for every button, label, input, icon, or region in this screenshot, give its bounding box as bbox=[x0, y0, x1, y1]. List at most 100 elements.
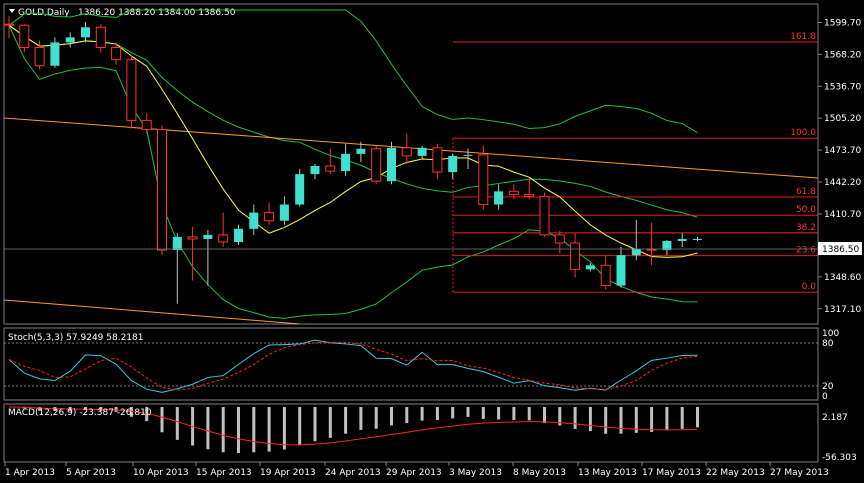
candle-body-bull bbox=[387, 147, 396, 182]
stoch-label: Stoch(5,3,3) 57.9249 58.2181 bbox=[8, 333, 143, 343]
price-tick-label: 1599.70 bbox=[824, 18, 861, 28]
candle-body-bull bbox=[494, 191, 504, 205]
candle-body-bull bbox=[295, 174, 305, 205]
ma-line bbox=[8, 24, 698, 258]
candle-body-bull bbox=[662, 240, 672, 251]
candle-body-bear bbox=[508, 190, 519, 195]
time-tick-label: 19 Apr 2013 bbox=[260, 468, 316, 478]
fib-level-label: 0.0 bbox=[802, 282, 817, 292]
stoch-panel-border bbox=[3, 327, 819, 401]
time-tick-label: 5 Apr 2013 bbox=[66, 468, 116, 478]
candle-body-bull bbox=[356, 148, 366, 154]
candle-body-bear bbox=[34, 46, 45, 67]
candle-body-bear bbox=[264, 212, 275, 222]
candle-body-bull bbox=[279, 204, 289, 221]
candle-body-bear bbox=[111, 46, 122, 61]
candle-body-bear bbox=[141, 119, 152, 131]
fib-level-label: 61.8 bbox=[796, 187, 816, 197]
candle-body-bear bbox=[554, 234, 565, 244]
symbol-label: GOLD,Daily bbox=[18, 8, 70, 18]
candle-body-bull bbox=[310, 166, 320, 175]
time-tick-label: 13 May 2013 bbox=[578, 468, 637, 478]
time-axis: 1 Apr 2013 5 Apr 2013 10 Apr 2013 15 Apr 20… bbox=[4, 462, 829, 478]
bollinger-upper bbox=[8, 9, 698, 134]
price-tick-label: 1410.70 bbox=[824, 210, 861, 220]
candle-body-bear bbox=[325, 165, 336, 172]
time-tick-label: 22 May 2013 bbox=[706, 468, 765, 478]
time-tick-label: 24 Apr 2013 bbox=[325, 468, 381, 478]
candle-body-bull bbox=[234, 228, 243, 242]
time-tick-label: 10 Apr 2013 bbox=[133, 468, 189, 478]
time-tick-label: 3 May 2013 bbox=[449, 468, 502, 478]
stoch-tick-20: 20 bbox=[822, 382, 834, 392]
bollinger-lower bbox=[8, 24, 698, 319]
fib-level-label: 38.2 bbox=[796, 223, 816, 233]
candle-body-bull bbox=[50, 42, 60, 66]
time-tick-label: 8 May 2013 bbox=[513, 468, 566, 478]
candle-body-bear bbox=[524, 193, 535, 197]
candle-body-bull bbox=[203, 234, 213, 239]
candle-body-bear bbox=[19, 24, 30, 48]
macd-histogram bbox=[8, 406, 699, 454]
candle-body-bull bbox=[65, 37, 75, 43]
macd-signal-line bbox=[8, 406, 698, 446]
macd-label: MACD(12,26,9) -23.387 -26.810 bbox=[8, 408, 152, 418]
fib-level-label: 100.0 bbox=[790, 128, 816, 138]
price-tick-label: 1568.20 bbox=[824, 50, 861, 60]
time-tick-label: 1 Apr 2013 bbox=[5, 468, 55, 478]
candle-body-bear bbox=[218, 234, 229, 243]
main-panel-border bbox=[3, 3, 819, 325]
stoch-main-line bbox=[8, 339, 698, 393]
macd-tick: 2.187 bbox=[822, 413, 848, 423]
current-price-label: 1386.50 bbox=[822, 245, 859, 255]
price-tick-label: 1442.20 bbox=[824, 178, 861, 188]
candle-body-bear bbox=[570, 242, 581, 270]
candle-body-bull bbox=[585, 265, 595, 270]
candle-body-bull bbox=[631, 249, 641, 256]
macd-bottom-tick: -56.303 bbox=[822, 453, 857, 463]
ohlc-readout: 1386.20 1388.20 1384.00 1386.50 bbox=[78, 8, 236, 18]
price-tick-label: 1317.10 bbox=[824, 305, 861, 315]
candle-body-bear bbox=[371, 148, 382, 182]
candles bbox=[4, 16, 702, 304]
candle-body-bear bbox=[4, 23, 14, 26]
time-tick-label: 17 May 2013 bbox=[642, 468, 701, 478]
candle-body-bull bbox=[616, 255, 626, 286]
stoch-signal-line bbox=[8, 341, 698, 391]
menu-triangle-icon[interactable] bbox=[9, 9, 15, 13]
price-tick-label: 1505.20 bbox=[824, 114, 861, 124]
candle-body-bear bbox=[126, 59, 137, 121]
time-tick-label: 27 May 2013 bbox=[770, 468, 829, 478]
price-tick-label: 1348.60 bbox=[824, 273, 861, 283]
moving-average bbox=[8, 24, 698, 258]
candle-body-bull bbox=[341, 153, 351, 172]
bollinger-bands bbox=[8, 9, 698, 319]
price-tick-label: 1536.70 bbox=[824, 82, 861, 92]
candle-body-bull bbox=[693, 238, 702, 240]
candle-body-bear bbox=[432, 147, 443, 173]
candle-body-bull bbox=[249, 212, 259, 229]
fib-level-label: 161.8 bbox=[790, 32, 816, 42]
price-axis: 1599.70 1568.20 1536.70 1505.20 1473.70 1442.… bbox=[818, 18, 861, 315]
stoch-lines bbox=[8, 339, 698, 393]
candle-body-bull bbox=[677, 238, 687, 241]
fib-level-label: 50.0 bbox=[796, 205, 816, 215]
price-tick-label: 1473.70 bbox=[824, 146, 861, 156]
fib-level-label: 23.6 bbox=[796, 246, 816, 256]
stoch-tick-80: 80 bbox=[822, 339, 834, 349]
candle-body-bear bbox=[157, 129, 167, 251]
macd-panel-border bbox=[3, 403, 819, 463]
time-tick-label: 15 Apr 2013 bbox=[196, 468, 252, 478]
candle-body-bear bbox=[539, 195, 550, 236]
time-tick-label: 29 Apr 2013 bbox=[386, 468, 442, 478]
current-price-box bbox=[818, 242, 862, 255]
candle-body-bear bbox=[95, 26, 106, 48]
candle-body-bull bbox=[417, 147, 427, 156]
stoch-tick-0: 0 bbox=[822, 392, 828, 402]
candle-body-bear bbox=[478, 154, 489, 206]
candle-body-bull bbox=[448, 155, 458, 173]
candle-body-bull bbox=[463, 154, 473, 156]
trend-line-lower bbox=[3, 299, 301, 325]
candle-body-bear bbox=[600, 264, 611, 287]
